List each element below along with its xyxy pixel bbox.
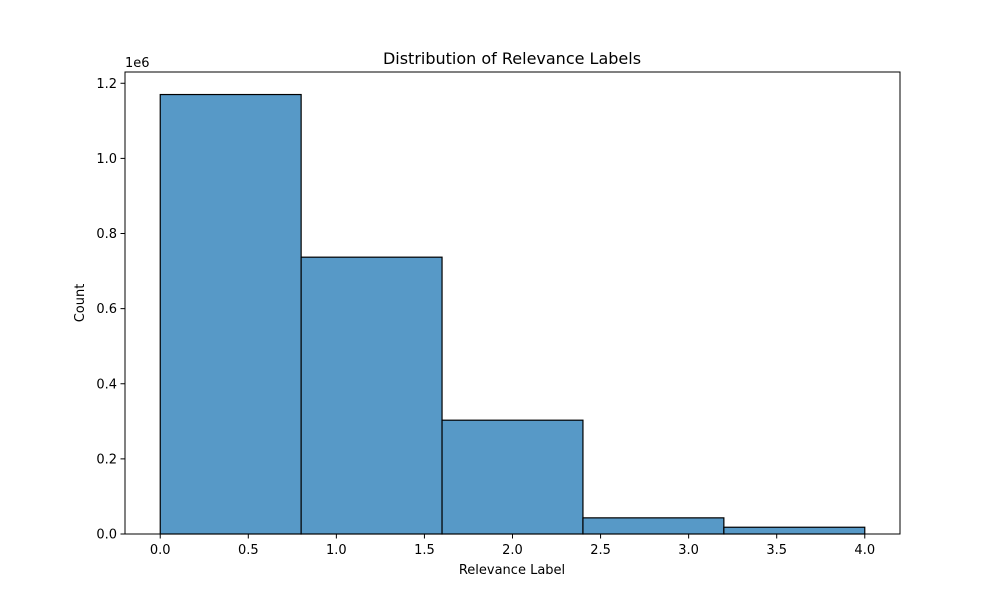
histogram-bar-2	[300, 256, 443, 535]
x-tick-label-5: 2.0	[502, 543, 523, 558]
x-axis-label: Relevance Label	[459, 563, 565, 578]
y-tick-label-7: 1.2	[96, 77, 117, 92]
histogram-bar-4	[582, 517, 725, 535]
x-tick-label-6: 2.5	[590, 543, 611, 558]
x-ticks-layer: 0.0 0.5 1.0 1.5 2.0 2.5 3.0 3.5 4.0	[150, 534, 875, 558]
x-tick-label-1: 0.0	[150, 543, 171, 558]
histogram-bar-3	[441, 419, 584, 535]
y-tick-label-1: 0.0	[96, 528, 117, 543]
histogram-bar-1	[159, 93, 302, 535]
y-axis-label: Count	[73, 284, 88, 323]
y-tick-label-5: 0.8	[96, 227, 117, 242]
plot-frame	[124, 71, 901, 535]
bars-layer	[159, 93, 866, 535]
histogram-bar-5	[723, 526, 866, 535]
chart-title: Distribution of Relevance Labels	[383, 49, 641, 68]
y-tick-label-2: 0.2	[96, 452, 117, 467]
x-tick-label-9: 4.0	[854, 543, 875, 558]
y-tick-label-4: 0.6	[96, 302, 117, 317]
y-tick-label-6: 1.0	[96, 152, 117, 167]
x-tick-label-8: 3.5	[766, 543, 787, 558]
y-axis-multiplier-label: 1e6	[125, 56, 150, 71]
y-tick-label-3: 0.4	[96, 377, 117, 392]
x-tick-label-2: 0.5	[238, 543, 259, 558]
x-tick-label-3: 1.0	[326, 543, 347, 558]
x-tick-label-7: 3.0	[678, 543, 699, 558]
y-ticks-layer: 0.0 0.2 0.4 0.6 0.8 1.0 1.2	[96, 77, 125, 543]
x-tick-label-4: 1.5	[414, 543, 435, 558]
